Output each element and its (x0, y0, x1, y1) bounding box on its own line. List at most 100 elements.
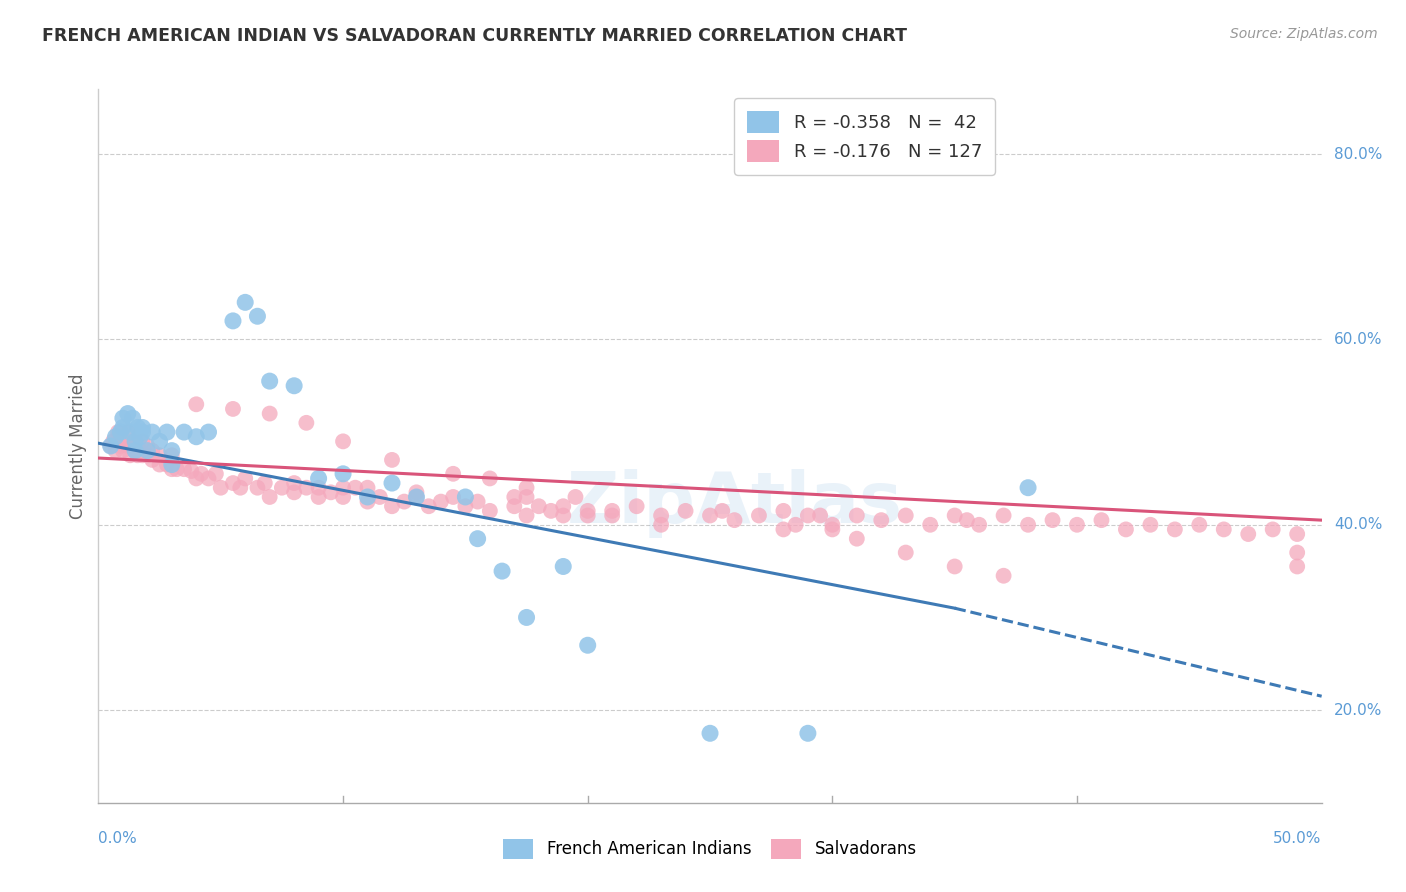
Point (308, 481, 330, 495)
Point (381, 500, 404, 514)
Point (156, 458, 179, 472)
Point (392, 494, 416, 508)
Point (821, 517, 844, 532)
Point (222, 476, 245, 491)
Point (576, 638, 599, 652)
Point (845, 508, 868, 523)
Point (1164, 523, 1187, 537)
Point (121, 411, 143, 425)
Point (308, 490, 330, 504)
Point (1042, 513, 1064, 527)
Point (107, 425, 129, 439)
Point (186, 430, 208, 444)
Point (111, 420, 134, 434)
Point (553, 559, 575, 574)
Point (1139, 517, 1161, 532)
Point (166, 462, 188, 476)
Point (295, 481, 318, 495)
Point (127, 420, 149, 434)
Text: 80.0%: 80.0% (1334, 146, 1382, 161)
Point (405, 490, 427, 504)
Point (1286, 527, 1309, 541)
Point (772, 504, 794, 518)
Point (173, 425, 195, 439)
Point (356, 494, 378, 508)
Point (124, 443, 146, 458)
Point (1261, 523, 1284, 537)
Point (723, 513, 745, 527)
Point (576, 504, 599, 518)
Point (467, 532, 489, 546)
Point (111, 443, 134, 458)
Point (515, 508, 537, 523)
Point (308, 471, 330, 485)
Point (797, 726, 820, 740)
Point (100, 439, 122, 453)
Point (149, 448, 172, 462)
Text: 0.0%: 0.0% (98, 831, 138, 847)
Point (626, 500, 648, 514)
Point (993, 508, 1015, 523)
Text: 50.0%: 50.0% (1274, 831, 1322, 847)
Point (332, 467, 354, 481)
Point (418, 500, 440, 514)
Point (943, 559, 966, 574)
Point (209, 481, 232, 495)
Point (332, 481, 354, 495)
Point (356, 481, 378, 495)
Point (332, 434, 354, 449)
Point (564, 490, 586, 504)
Point (600, 508, 623, 523)
Point (894, 545, 917, 559)
Point (121, 434, 143, 449)
Point (711, 504, 734, 518)
Point (110, 425, 132, 439)
Point (441, 490, 464, 504)
Point (381, 476, 404, 491)
Point (233, 295, 256, 310)
Point (332, 490, 354, 504)
Point (650, 517, 672, 532)
Point (117, 439, 139, 453)
Point (797, 508, 820, 523)
Point (253, 476, 276, 491)
Point (117, 425, 139, 439)
Point (131, 425, 153, 439)
Point (821, 523, 844, 537)
Y-axis label: Currently Married: Currently Married (69, 373, 87, 519)
Point (467, 494, 489, 508)
Point (110, 439, 132, 453)
Point (1017, 481, 1039, 495)
Point (283, 378, 305, 392)
Point (1286, 559, 1309, 574)
Point (104, 430, 127, 444)
Point (319, 485, 342, 500)
Point (553, 508, 575, 523)
Point (478, 471, 501, 485)
Point (149, 434, 172, 449)
Point (160, 443, 183, 458)
Point (540, 504, 562, 518)
Point (1286, 545, 1309, 559)
Point (136, 448, 159, 462)
Point (808, 508, 831, 523)
Point (295, 416, 318, 430)
Point (117, 407, 139, 421)
Point (748, 508, 770, 523)
Legend: French American Indians, Salvadorans: French American Indians, Salvadorans (496, 832, 924, 866)
Point (229, 481, 252, 495)
Point (478, 504, 501, 518)
Point (699, 508, 721, 523)
Point (1066, 517, 1088, 532)
Point (943, 508, 966, 523)
Point (160, 462, 183, 476)
Text: 40.0%: 40.0% (1334, 517, 1382, 533)
Point (553, 500, 575, 514)
Point (967, 517, 990, 532)
Point (503, 500, 526, 514)
Point (1115, 523, 1137, 537)
Point (650, 508, 672, 523)
Point (141, 453, 163, 467)
Point (845, 532, 868, 546)
Point (454, 500, 477, 514)
